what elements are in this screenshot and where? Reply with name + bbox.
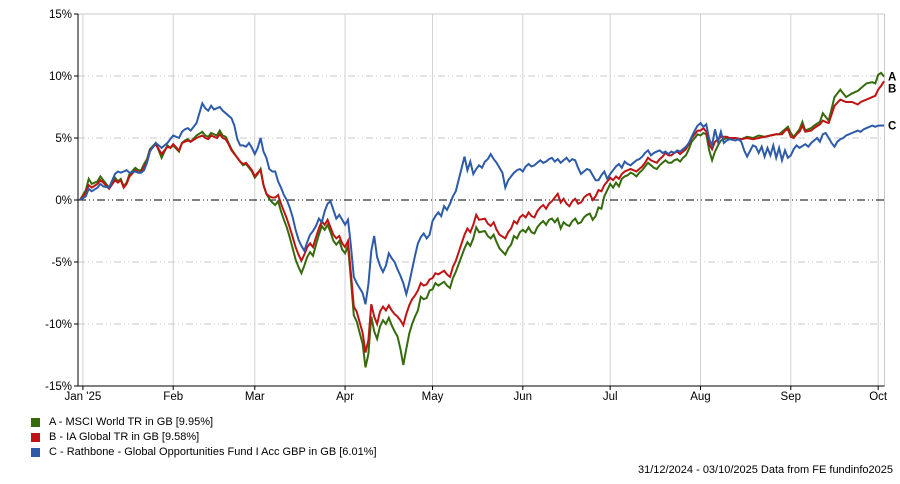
x-tick-label-Jul: Jul [603,391,618,403]
x-tick-label-Jan '25: Jan '25 [65,391,102,403]
legend-item-b: B - IA Global TR in GB [9.58%] [31,430,377,445]
x-tick-label-Oct: Oct [869,391,888,403]
x-tick-label-May: May [422,391,444,403]
series-line-C [79,100,885,305]
legend-swatch-a [31,418,40,427]
series-end-label-B: B [888,84,896,96]
y-tick-label-5%: 5% [55,133,72,145]
series-end-label-C: C [888,120,896,132]
chart-legend: A - MSCI World TR in GB [9.95%] B - IA G… [31,415,377,460]
x-tick-label-Jun: Jun [514,391,533,403]
y-tick-label--15%: -15% [45,381,72,393]
x-tick-label-Sep: Sep [781,391,801,403]
legend-item-a: A - MSCI World TR in GB [9.95%] [31,415,377,430]
y-tick-label-15%: 15% [49,9,72,21]
x-tick-label-Mar: Mar [245,391,265,403]
date-range-footer: 31/12/2024 - 03/10/2025 Data from FE fun… [637,464,893,476]
legend-item-c: C - Rathbone - Global Opportunities Fund… [31,445,377,460]
y-tick-label--5%: -5% [52,257,72,269]
legend-label-c: C - Rathbone - Global Opportunities Fund… [49,446,377,458]
series-end-label-A: A [888,72,896,84]
legend-swatch-b [31,433,40,442]
series-line-B [79,80,885,353]
x-tick-label-Apr: Apr [336,391,354,403]
y-tick-label--10%: -10% [45,319,72,331]
legend-swatch-c [31,448,40,457]
x-tick-label-Feb: Feb [163,391,183,403]
legend-label-a: A - MSCI World TR in GB [9.95%] [49,416,214,428]
x-tick-label-Aug: Aug [690,391,710,403]
y-tick-label-0%: 0% [55,195,72,207]
y-tick-label-10%: 10% [49,71,72,83]
legend-label-b: B - IA Global TR in GB [9.58%] [49,431,200,443]
